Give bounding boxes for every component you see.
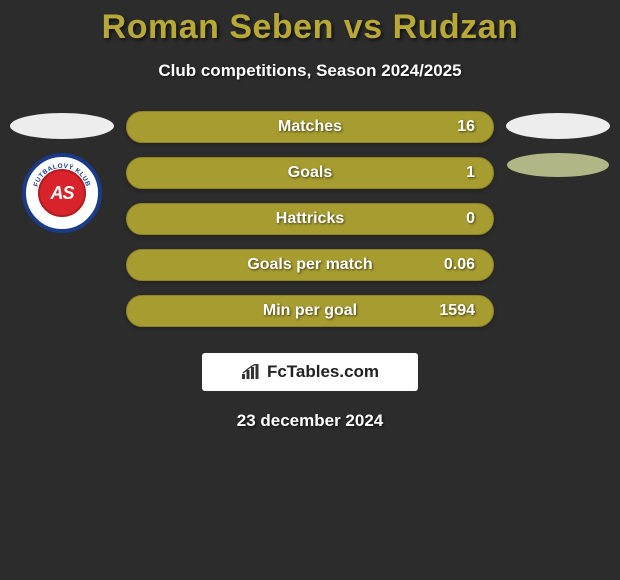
stat-value: 0.06	[444, 256, 475, 274]
stat-label: Min per goal	[263, 302, 357, 320]
player1-placeholder-oval	[10, 113, 114, 139]
stat-bar: Matches 16	[126, 111, 494, 143]
stat-value: 0	[466, 210, 475, 228]
club-crest: FUTBALOVÝ KLUB TRENČÍN AS	[22, 153, 102, 233]
infographic: Roman Seben vs Rudzan Club competitions,…	[0, 0, 620, 580]
stat-value: 1594	[439, 302, 475, 320]
stat-bar: Min per goal 1594	[126, 295, 494, 327]
footer-logo: FcTables.com	[202, 353, 418, 391]
stat-bar: Goals per match 0.06	[126, 249, 494, 281]
stat-label: Hattricks	[276, 210, 344, 228]
left-column: FUTBALOVÝ KLUB TRENČÍN AS	[6, 111, 118, 233]
stats-column: Matches 16 Goals 1 Hattricks 0 Goals per match…	[118, 111, 502, 327]
page-title: Roman Seben vs Rudzan	[0, 0, 620, 47]
player2-placeholder-oval	[506, 113, 610, 139]
stat-label: Matches	[278, 118, 342, 136]
footer-logo-text: FcTables.com	[267, 362, 379, 382]
crest-inner: AS	[38, 169, 86, 217]
chart-icon	[241, 364, 261, 380]
stat-value: 16	[457, 118, 475, 136]
stat-label: Goals	[288, 164, 332, 182]
stat-bar: Hattricks 0	[126, 203, 494, 235]
crest-letters: AS	[50, 183, 73, 204]
stat-bar: Goals 1	[126, 157, 494, 189]
stat-value: 1	[466, 164, 475, 182]
footer-date: 23 december 2024	[0, 411, 620, 431]
subtitle: Club competitions, Season 2024/2025	[0, 61, 620, 81]
main-row: FUTBALOVÝ KLUB TRENČÍN AS Matches 16 Goals…	[0, 111, 620, 327]
player2-club-oval	[507, 153, 609, 177]
stat-label: Goals per match	[247, 256, 372, 274]
right-column	[502, 111, 614, 177]
